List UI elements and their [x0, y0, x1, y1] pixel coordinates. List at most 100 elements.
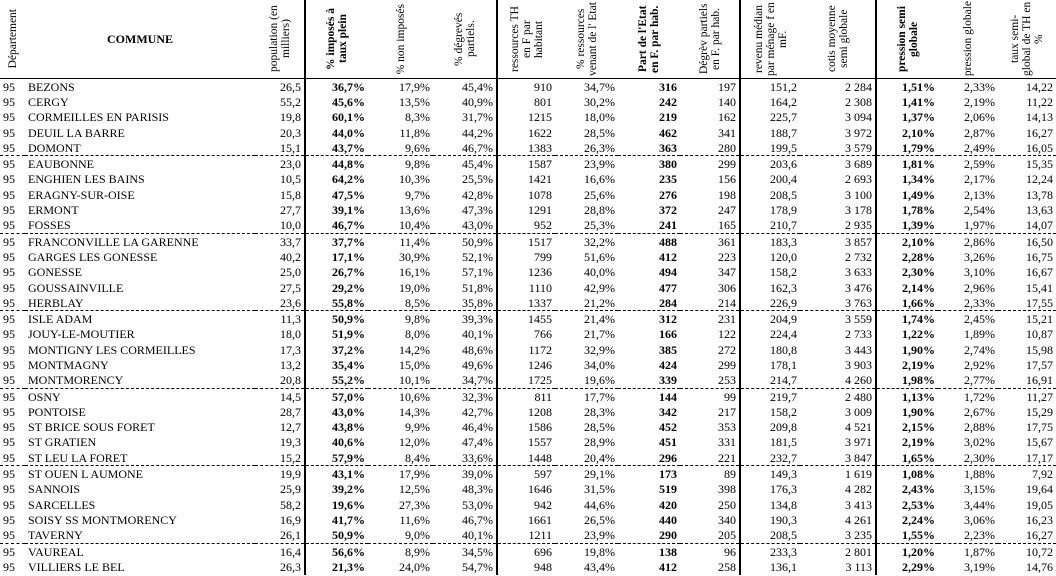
- table-cell: 46,7%: [304, 217, 368, 234]
- table-cell: 32,3%: [462, 389, 493, 404]
- table-cell: 16,50: [1026, 234, 1053, 249]
- table-cell: 11,27: [1026, 389, 1053, 404]
- table-cell: 1,72%: [964, 389, 995, 404]
- table-cell: 95: [3, 342, 15, 357]
- table-cell: 1,97%: [938, 217, 998, 234]
- table-cell: 2,19%: [964, 94, 995, 109]
- table-cell: 32,2%: [584, 234, 615, 249]
- table-cell: 10,0: [255, 217, 305, 234]
- table-cell: 2,13%: [964, 187, 995, 202]
- table-cell: 17,7%: [584, 389, 615, 404]
- table-cell: 2 733: [845, 327, 872, 342]
- table-cell: 95: [3, 110, 15, 125]
- table-cell: 1,34%: [875, 171, 938, 188]
- table-cell: CERGY: [28, 94, 69, 109]
- table-cell: 188,7: [739, 124, 800, 141]
- column-header: Dégrèv partiels en F. par hab.: [680, 0, 740, 79]
- table-cell: 24,0%: [399, 559, 430, 574]
- table-cell: 56,6%: [304, 543, 368, 560]
- table-row: 95 EAUBONNE 23,0 44,8% 9,8% 45,4% 1587 23,9% 380…: [0, 155, 1056, 172]
- header-text: cotis moyenne semi globale: [825, 5, 850, 73]
- table-cell: 1,78%: [875, 202, 938, 218]
- table-cell: 250: [718, 497, 736, 512]
- table-cell: 34,0%: [584, 357, 615, 372]
- column-header: revenu médian par ménage f en mF.: [739, 0, 800, 79]
- table-cell: 134,8: [739, 497, 800, 513]
- table-cell: 2,28%: [875, 249, 938, 265]
- table-cell: 696: [496, 543, 555, 560]
- table-cell: 162: [718, 110, 736, 125]
- table-cell: 26,5: [280, 79, 301, 94]
- table-cell: 9,7%: [405, 187, 430, 202]
- table-cell: 30,2%: [584, 94, 615, 109]
- table-cell: 597: [496, 465, 555, 482]
- table-cell: 9,6%: [368, 140, 433, 157]
- table-cell: 276: [659, 187, 677, 202]
- table-cell: 214: [680, 295, 740, 312]
- table-cell: 19,6%: [555, 372, 618, 389]
- table-cell: 3 689: [845, 157, 872, 172]
- table-cell: 21,2%: [555, 295, 618, 312]
- table-cell: 16,91: [998, 372, 1056, 389]
- table-cell: 341: [718, 125, 736, 140]
- table-cell: 2 935: [800, 217, 876, 234]
- table-row: 95 MONTMAGNY 13,2 35,4% 15,0% 49,6% 1246 34,0% 4…: [0, 357, 1056, 373]
- table-cell: 158,2: [739, 404, 800, 420]
- header-text: taux semi-global de TH en %: [1009, 1, 1045, 77]
- table-cell: 221: [680, 450, 740, 467]
- table-cell: 11,6%: [399, 512, 430, 527]
- table-cell: 95: [3, 172, 15, 187]
- table-cell: 149,3: [739, 465, 800, 482]
- table-cell: 3 235: [800, 527, 876, 544]
- table-cell: 18,0%: [584, 110, 615, 125]
- column-header: taux semi-global de TH en %: [998, 0, 1056, 79]
- table-cell: 2,06%: [964, 110, 995, 125]
- table-cell: 3,19%: [964, 559, 995, 574]
- table-cell: 16,6%: [584, 172, 615, 187]
- table-cell: 2,10%: [875, 233, 938, 250]
- table-cell: 20,8: [255, 372, 305, 389]
- table-cell: 9,0%: [368, 527, 433, 544]
- table-cell: 95: [3, 327, 15, 342]
- table-cell: 37,2%: [304, 342, 368, 358]
- table-cell: 14,22: [1026, 79, 1053, 94]
- table-cell: 801: [496, 94, 555, 110]
- table-cell: 50,9%: [304, 310, 368, 327]
- table-cell: 48,6%: [462, 342, 493, 357]
- table-cell: 205: [680, 527, 740, 544]
- table-cell: 4 260: [800, 372, 876, 389]
- table-cell: 11,8%: [399, 125, 430, 140]
- table-cell: 1,87%: [964, 544, 995, 559]
- table-cell: 200,4: [739, 171, 800, 188]
- table-cell: 424: [659, 357, 677, 372]
- table-cell: 17,17: [998, 450, 1056, 467]
- table-cell: 208,5: [739, 527, 800, 544]
- table-cell: 16,67: [1026, 265, 1053, 280]
- table-cell: 1,20%: [875, 543, 938, 560]
- table-cell: 312: [659, 312, 677, 327]
- table-cell: 95: [0, 450, 25, 467]
- table-cell: 284: [618, 295, 680, 312]
- header-text: % non imposés: [394, 3, 407, 75]
- table-cell: SARCELLES: [28, 497, 96, 512]
- header-text: % imposés à taux plein: [325, 8, 349, 70]
- table-cell: 2,45%: [964, 312, 995, 327]
- table-row: 95 GONESSE 25,0 26,7% 16,1% 57,1% 1236 40,0% 494…: [0, 264, 1056, 280]
- table-row: 95 FRANCONVILLE LA GARENNE 33,7 37,7% 11,4% 5…: [0, 233, 1056, 250]
- table-cell: MONTMAGNY: [28, 357, 109, 372]
- table-cell: 1,74%: [875, 310, 938, 327]
- table-cell: 95: [3, 187, 15, 202]
- table-cell: 40,6%: [304, 434, 368, 451]
- table-row: 95 MONTIGNY LES CORMEILLES 17,3 37,2% 14,2% 4…: [0, 342, 1056, 358]
- table-cell: 910: [496, 78, 555, 95]
- header-text: Part de l'Etat en F. par hab.: [637, 5, 661, 73]
- table-cell: 12,5%: [399, 482, 430, 497]
- table-cell: 10,87: [1026, 327, 1053, 342]
- table-cell: OSNY: [28, 389, 61, 404]
- table-cell: 11,22: [1026, 94, 1053, 109]
- table-cell: 40,0%: [584, 265, 615, 280]
- table-cell: 3 413: [845, 497, 872, 512]
- table-cell: 2,15%: [875, 419, 938, 435]
- table-cell: 47,5%: [304, 187, 368, 203]
- table-cell: 57,9%: [304, 450, 368, 467]
